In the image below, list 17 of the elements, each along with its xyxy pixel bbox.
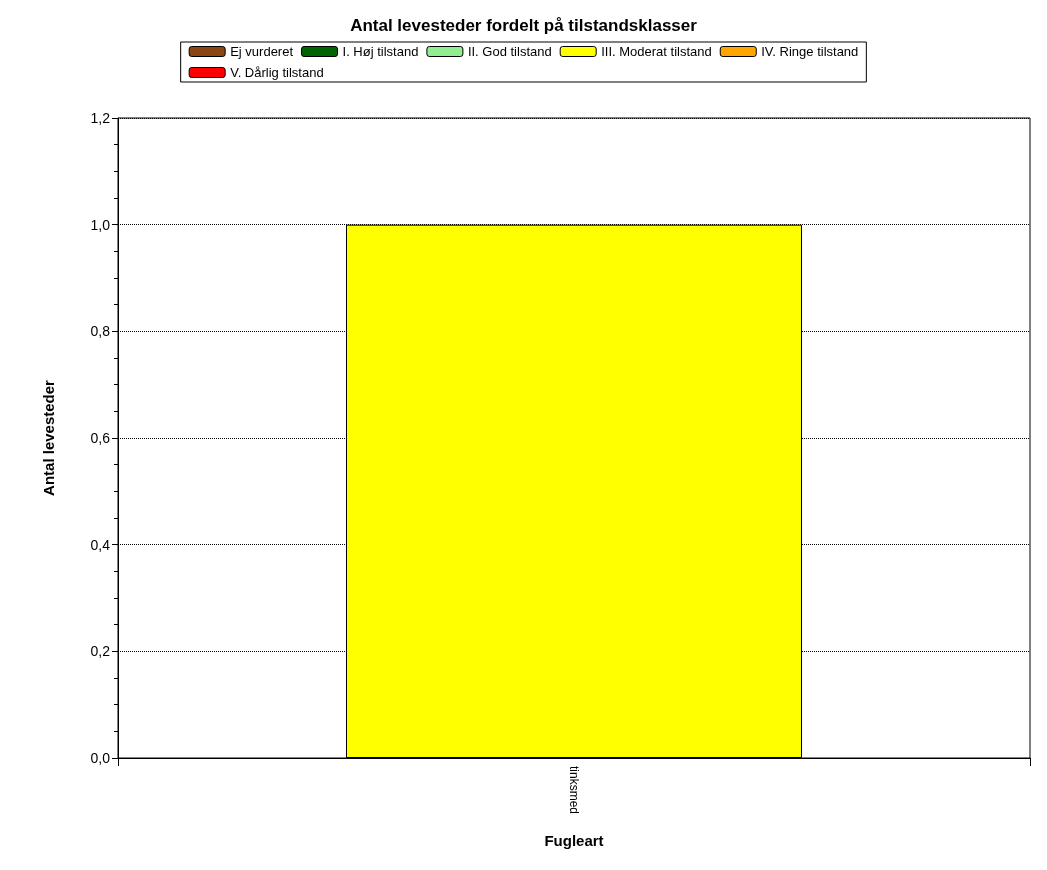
legend-label: I. Høj tilstand	[342, 44, 419, 59]
x-tick-label: tinksmed	[567, 766, 581, 815]
legend-label: Ej vurderet	[230, 44, 294, 59]
legend-label: II. God tilstand	[467, 44, 552, 59]
y-tick-label: 1,0	[90, 216, 111, 233]
y-axis-title: Antal levesteder	[40, 379, 57, 496]
y-tick-label: 0,8	[90, 323, 111, 340]
y-tick-label: 0,6	[90, 430, 111, 446]
y-tick-label: 0,4	[90, 536, 111, 553]
legend-label: III. Moderat tilstand	[601, 44, 712, 59]
y-tick-label: 0,2	[90, 643, 111, 660]
x-axis-title: Fugleart	[544, 832, 604, 849]
legend-label: IV. Ringe tilstand	[761, 44, 859, 59]
legend-label: V. Dårlig tilstand	[230, 65, 324, 80]
y-tick-label: 0,0	[90, 750, 111, 766]
y-tick-label: 1,2	[90, 110, 111, 126]
chart-title: Antal levesteder fordelt på tilstandsklasser	[350, 16, 698, 35]
